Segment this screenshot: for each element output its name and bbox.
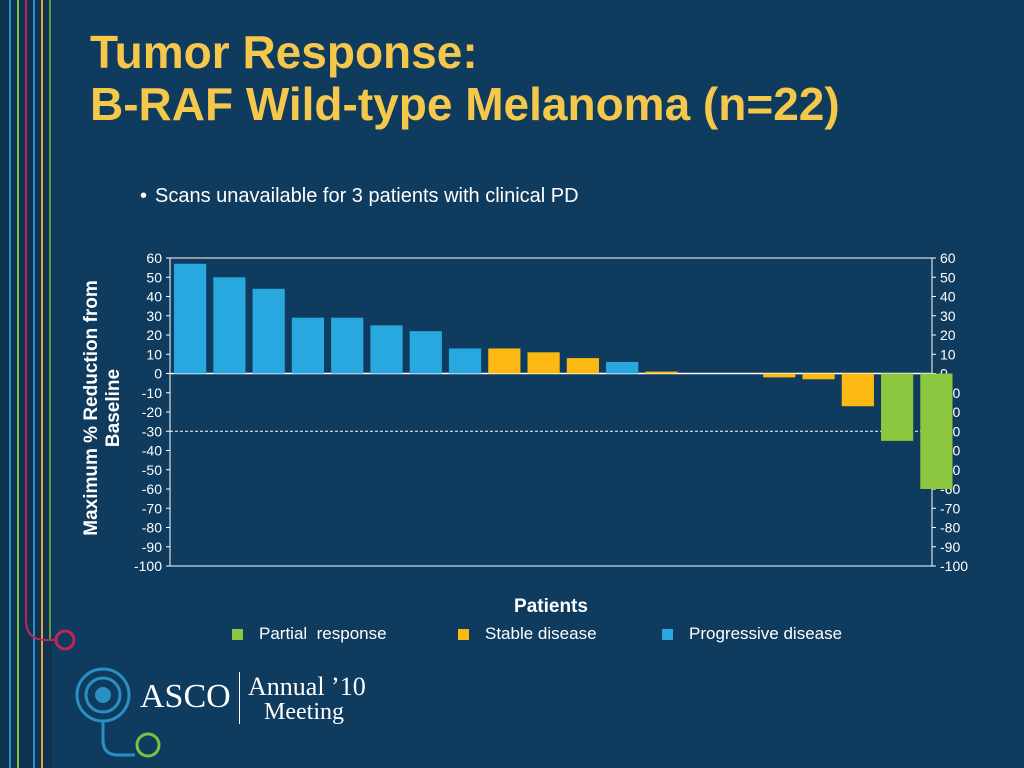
bar-patient-18 — [841, 373, 874, 407]
asco-logo-text: ASCO — [140, 678, 231, 715]
bullet-text: Scans unavailable for 3 patients with cl… — [155, 185, 579, 207]
legend-swatch-partial — [232, 628, 243, 640]
y-tick-label-right: 50 — [940, 269, 956, 285]
y-tick-label-left: -100 — [134, 558, 162, 574]
bar-patient-8 — [448, 348, 482, 374]
y-tick-label-left: -70 — [142, 500, 162, 516]
title-line-2: B-RAF Wild-type Melanoma (n=22) — [90, 78, 840, 130]
bar-patient-19 — [881, 373, 914, 441]
legend-item-stable-disease: Stable disease — [458, 624, 597, 644]
logo-divider — [239, 672, 240, 724]
bar-patient-5 — [331, 317, 364, 374]
y-tick-label-left: -20 — [142, 404, 162, 420]
legend-swatch-progressive — [662, 628, 673, 640]
y-tick-label-right: 20 — [940, 327, 956, 343]
y-tick-label-right: 30 — [940, 308, 956, 324]
y-tick-label-left: -10 — [142, 385, 162, 401]
annual-meeting-logo-annual: Annual ’10 — [248, 672, 366, 701]
bar-patient-2 — [213, 277, 246, 374]
y-tick-label-left: -80 — [142, 520, 162, 536]
bar-patient-13 — [645, 371, 678, 374]
y-tick-label-left: -60 — [142, 481, 162, 497]
legend-item-partial-response: Partial response — [232, 624, 387, 644]
bar-patient-3 — [252, 288, 285, 374]
title-line-1: Tumor Response: — [90, 26, 478, 78]
bullet-note: • Scans unavailable for 3 patients with c… — [140, 184, 579, 208]
y-tick-label-right: 40 — [940, 289, 956, 305]
y-tick-label-right: 60 — [940, 250, 956, 266]
x-axis-label: Patients — [514, 596, 588, 617]
y-tick-label-left: 40 — [146, 289, 162, 305]
bar-patient-6 — [370, 325, 403, 374]
y-tick-label-right: -70 — [940, 500, 960, 516]
y-tick-label-left: 60 — [146, 250, 162, 266]
y-tick-label-left: 10 — [146, 346, 162, 362]
y-tick-label-right: -90 — [940, 539, 960, 555]
y-tick-label-right: -100 — [940, 558, 968, 574]
bar-patient-12 — [606, 361, 639, 374]
pink-ring-icon — [54, 629, 76, 651]
y-tick-label-left: -50 — [142, 462, 162, 478]
bar-patient-7 — [409, 331, 442, 374]
bar-patient-20 — [920, 373, 953, 489]
y-tick-label-left: 0 — [154, 366, 162, 382]
asco-rings-icon — [75, 667, 131, 723]
legend-label-partial: Partial response — [259, 624, 387, 643]
bar-patient-17 — [802, 373, 835, 380]
legend-swatch-stable — [458, 628, 469, 640]
green-ring-icon — [135, 732, 161, 758]
bar-patient-9 — [488, 348, 521, 374]
bar-patient-10 — [527, 352, 560, 374]
waterfall-chart: 60605050404030302020101000-10-10-20-20-3… — [134, 250, 968, 574]
y-tick-label-left: 30 — [146, 308, 162, 324]
y-tick-label-right: -80 — [940, 520, 960, 536]
y-tick-label-left: -30 — [142, 423, 162, 439]
y-tick-label-left: -90 — [142, 539, 162, 555]
legend-label-stable: Stable disease — [485, 624, 597, 643]
legend-label-progressive: Progressive disease — [689, 624, 843, 643]
bullet-dot: • — [140, 185, 148, 207]
bar-patient-16 — [763, 373, 796, 378]
y-tick-label-left: 50 — [146, 269, 162, 285]
bar-patient-11 — [566, 358, 599, 374]
slide-title: Tumor Response: B-RAF Wild-type Melanoma… — [90, 26, 840, 130]
bar-patient-1 — [174, 263, 207, 374]
legend-item-progressive-disease: Progressive disease — [662, 624, 842, 644]
bar-patient-4 — [291, 317, 325, 374]
y-tick-label-left: -40 — [142, 443, 162, 459]
y-tick-label-right: 10 — [940, 346, 956, 362]
y-tick-label-left: 20 — [146, 327, 162, 343]
annual-meeting-logo-meeting: Meeting — [264, 699, 344, 725]
